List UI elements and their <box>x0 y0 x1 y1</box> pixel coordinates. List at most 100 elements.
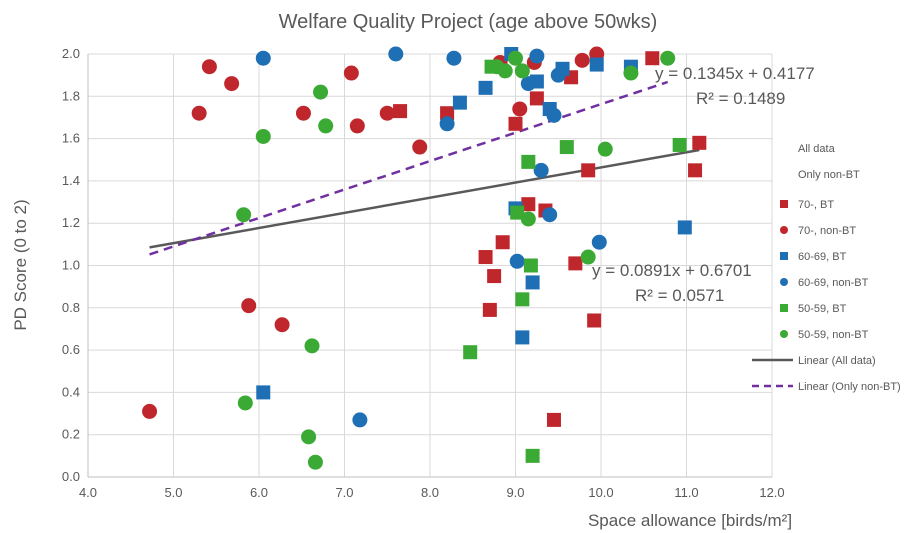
point-70-bt <box>478 250 493 265</box>
point-50-59-non-bt <box>514 63 530 79</box>
point-50-59-bt <box>515 292 530 307</box>
point-50-59-non-bt <box>597 141 613 157</box>
x-axis-tick-labels: 4.0 5.0 6.0 7.0 8.0 9.0 10.0 11.0 12.0 <box>79 485 785 500</box>
point-70-non-bt <box>412 139 428 155</box>
legend-swatch-70-non-bt <box>780 226 788 234</box>
point-60-69-non-bt <box>533 162 549 178</box>
point-50-59-bt <box>559 140 574 155</box>
point-60-69-bt <box>515 330 530 345</box>
point-70-non-bt <box>224 76 240 92</box>
point-50-59-non-bt <box>508 50 523 66</box>
legend-label-70-non-bt: 70-, non-BT <box>798 225 856 237</box>
x-tick-label: 12.0 <box>759 485 784 500</box>
legend-header-all-data: All data <box>798 143 836 155</box>
point-50-59-non-bt <box>304 338 320 354</box>
point-60-69-non-bt <box>509 253 525 269</box>
point-50-59-non-bt <box>301 429 317 445</box>
point-60-69-bt <box>589 57 604 72</box>
y-tick-label: 0.2 <box>62 427 80 442</box>
point-70-bt <box>495 235 510 250</box>
trendline-non-bt <box>149 80 669 256</box>
point-70-non-bt <box>191 105 207 121</box>
point-50-59-non-bt <box>255 128 271 144</box>
legend-swatch-60-69-non-bt <box>780 278 788 286</box>
point-70-bt <box>508 116 523 131</box>
point-50-59-bt <box>510 205 525 220</box>
point-60-69-non-bt <box>255 50 271 66</box>
point-70-bt <box>692 135 707 150</box>
point-60-69-non-bt <box>546 107 562 123</box>
chart-title: Welfare Quality Project (age above 50wks… <box>279 11 658 33</box>
annotation-nonbt-r2: R² = 0.1489 <box>696 89 785 108</box>
point-70-bt <box>581 163 596 178</box>
legend-header-non-bt: Only non-BT <box>798 169 860 181</box>
x-tick-label: 6.0 <box>250 485 268 500</box>
point-70-non-bt <box>379 105 395 121</box>
point-70-non-bt <box>349 118 365 134</box>
trendline-all-data <box>149 148 700 249</box>
point-50-59-non-bt <box>307 454 323 470</box>
point-70-bt <box>587 313 602 328</box>
x-tick-label: 10.0 <box>588 485 613 500</box>
legend-swatch-70-bt <box>780 200 788 208</box>
x-tick-label: 5.0 <box>164 485 182 500</box>
y-tick-label: 0.0 <box>62 469 80 484</box>
point-60-69-bt <box>256 385 271 400</box>
point-60-69-non-bt <box>446 50 462 66</box>
point-70-non-bt <box>574 52 590 68</box>
point-70-non-bt <box>241 298 257 314</box>
x-tick-label: 4.0 <box>79 485 97 500</box>
annotation-nonbt-equation: y = 0.1345x + 0.4177 <box>655 64 815 83</box>
y-tick-label: 1.2 <box>62 215 80 230</box>
point-60-69-non-bt <box>388 46 404 62</box>
point-70-bt <box>487 269 502 284</box>
y-tick-label: 1.6 <box>62 131 80 146</box>
legend-label-60-69-non-bt: 60-69, non-BT <box>798 277 869 289</box>
point-70-non-bt <box>274 317 290 333</box>
x-tick-label: 8.0 <box>421 485 439 500</box>
point-50-59-bt <box>463 345 478 360</box>
point-60-69-bt <box>525 275 540 290</box>
point-50-59-bt <box>521 154 536 169</box>
x-tick-label: 11.0 <box>674 485 698 500</box>
point-60-69-non-bt <box>352 412 368 428</box>
point-70-non-bt <box>142 403 158 419</box>
point-70-bt <box>529 91 544 106</box>
legend-label-70-bt: 70-, BT <box>798 199 834 211</box>
y-tick-label: 1.4 <box>62 173 80 188</box>
x-tick-label: 9.0 <box>506 485 524 500</box>
point-60-69-non-bt <box>529 48 545 64</box>
point-50-59-non-bt <box>580 249 596 265</box>
y-tick-label: 1.8 <box>62 88 80 103</box>
point-50-59-non-bt <box>660 50 676 66</box>
y-axis-label: PD Score (0 to 2) <box>11 199 30 330</box>
point-60-69-non-bt <box>439 116 455 132</box>
point-50-59-non-bt <box>520 211 536 227</box>
point-50-59-non-bt <box>236 207 252 223</box>
y-tick-label: 1.0 <box>62 258 80 273</box>
legend-label-50-59-bt: 50-59, BT <box>798 303 847 315</box>
axis-lines <box>87 54 772 478</box>
point-70-bt <box>568 256 583 271</box>
point-60-69-non-bt <box>550 67 566 83</box>
point-70-non-bt <box>295 105 311 121</box>
point-50-59-non-bt <box>313 84 329 100</box>
point-60-69-bt <box>452 95 467 110</box>
legend-label-linear-non-bt: Linear (Only non-BT) <box>798 381 901 393</box>
point-60-69-bt <box>478 80 493 95</box>
y-axis-tick-labels: 0.0 0.2 0.4 0.6 0.8 1.0 1.2 1.4 1.6 1.8 2.0 <box>62 46 80 484</box>
point-70-bt <box>440 106 455 121</box>
y-tick-label: 0.4 <box>62 384 80 399</box>
annotation-all-r2: R² = 0.0571 <box>635 286 724 305</box>
point-70-bt <box>393 104 408 119</box>
point-70-non-bt <box>512 101 528 117</box>
y-tick-label: 0.6 <box>62 342 80 357</box>
legend-label-60-69-bt: 60-69, BT <box>798 251 847 263</box>
legend-swatch-60-69-bt <box>780 252 788 260</box>
point-70-bt <box>546 412 561 427</box>
legend-swatch-50-59-non-bt <box>780 330 788 338</box>
x-tick-label: 7.0 <box>335 485 353 500</box>
point-50-59-bt <box>672 137 687 152</box>
point-50-59-bt <box>525 448 540 463</box>
